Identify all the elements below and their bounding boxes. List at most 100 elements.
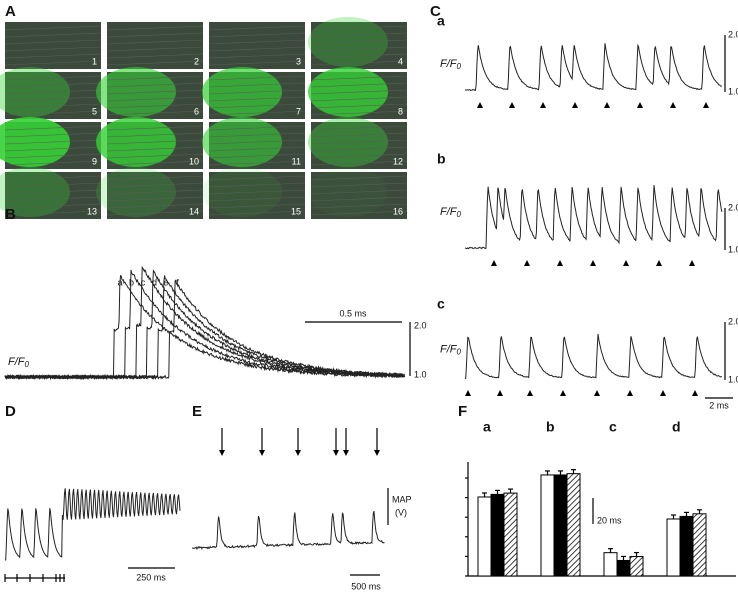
stimulus-marker	[491, 260, 497, 266]
label-sub: 0	[457, 210, 462, 219]
scale-label: (V)	[395, 507, 407, 517]
stimulus-marker	[604, 102, 610, 108]
row-label: c	[437, 296, 445, 312]
fluorescence	[96, 67, 176, 117]
scale-label: 1.0	[728, 86, 738, 96]
scale-label: 2.0	[728, 202, 738, 212]
stimulus-marker	[527, 390, 533, 396]
scale-label: 1.0	[728, 374, 738, 384]
fluorescence	[202, 167, 282, 217]
scale-label: 250 ms	[136, 572, 166, 582]
frame-number: 2	[194, 56, 199, 66]
frame-number: 6	[194, 106, 199, 116]
y-axis-label: F/F0	[8, 356, 30, 369]
label-main: F/F	[440, 206, 458, 218]
label-main: F/F	[8, 356, 26, 368]
scale-label: MAP	[392, 494, 412, 504]
stimulus-marker	[703, 102, 709, 108]
stimulus-marker	[627, 390, 633, 396]
stimulus-marker	[497, 390, 503, 396]
stimulus-marker	[572, 102, 578, 108]
y-axis-label: F/F0	[440, 206, 462, 219]
row-label: b	[437, 151, 446, 167]
trace	[5, 267, 405, 378]
arrow-head	[374, 450, 380, 456]
scale-label: 2.0	[728, 29, 738, 39]
trace-label: a	[117, 277, 122, 287]
fluorescence	[308, 17, 388, 67]
frame-number: 8	[398, 106, 403, 116]
trace	[465, 334, 722, 378]
panel-label: F	[458, 403, 467, 420]
label-sub: 0	[25, 360, 30, 369]
frame-number: 7	[296, 106, 301, 116]
group-label: d	[672, 419, 681, 435]
trace	[5, 270, 405, 379]
bar	[680, 516, 693, 576]
fluorescence	[308, 167, 388, 217]
stimulus-marker	[477, 102, 483, 108]
row-label: a	[437, 13, 445, 29]
bar	[541, 475, 554, 576]
scale-label: 2.0	[414, 320, 427, 330]
stimulus-marker	[524, 260, 530, 266]
bar	[667, 519, 680, 576]
scale-label: 2 ms	[709, 400, 729, 410]
group-label: c	[609, 419, 617, 435]
bar	[504, 493, 517, 576]
bar	[567, 474, 580, 576]
scale-label: 500 ms	[351, 581, 381, 591]
frame-number: 10	[189, 156, 199, 166]
stimulus-marker	[670, 102, 676, 108]
trace	[5, 271, 405, 379]
label-main: F/F	[440, 58, 458, 70]
stimulus-marker	[637, 102, 643, 108]
stimulus-marker	[623, 260, 629, 266]
label-sub: 0	[457, 62, 462, 71]
stimulus-marker	[660, 390, 666, 396]
bar	[617, 560, 630, 576]
trace-label: c	[141, 277, 146, 287]
frame-number: 5	[92, 106, 97, 116]
scale-label: 20 ms	[597, 515, 622, 525]
frame-number: 16	[393, 206, 403, 216]
arrow-head	[295, 450, 301, 456]
panel-label: B	[5, 206, 16, 223]
stimulus-marker	[656, 260, 662, 266]
trace	[5, 276, 405, 379]
trace	[192, 511, 385, 549]
arrow-head	[343, 450, 349, 456]
group-label: a	[483, 419, 491, 435]
frame-number: 1	[92, 56, 97, 66]
bar	[478, 497, 491, 576]
y-axis-label: F/F0	[440, 58, 462, 71]
bar	[693, 514, 706, 576]
panel-label: D	[5, 403, 16, 420]
frame-number: 3	[296, 56, 301, 66]
fluorescence	[96, 167, 176, 217]
bar	[630, 557, 643, 576]
frame-number: 4	[398, 56, 403, 66]
stimulus-marker	[465, 390, 471, 396]
trace-label: e	[163, 277, 168, 287]
frame-number: 9	[92, 156, 97, 166]
stimulus-marker	[590, 260, 596, 266]
trace-label: d	[152, 277, 157, 287]
group-label: b	[546, 419, 555, 435]
stimulus-marker	[540, 102, 546, 108]
label-main: F/F	[440, 343, 458, 355]
bar	[604, 553, 617, 576]
fluorescence	[202, 117, 282, 167]
trace	[465, 43, 722, 90]
frame-number: 12	[393, 156, 403, 166]
frame-number: 15	[291, 206, 301, 216]
stimulus-marker	[692, 390, 698, 396]
fluorescence	[202, 67, 282, 117]
trace-label: b	[129, 277, 134, 287]
y-axis-label: F/F0	[440, 343, 462, 356]
fluorescence	[308, 117, 388, 167]
bar	[491, 494, 504, 576]
scale-label: 0.5 ms	[339, 308, 367, 318]
panel-label: A	[5, 3, 16, 20]
